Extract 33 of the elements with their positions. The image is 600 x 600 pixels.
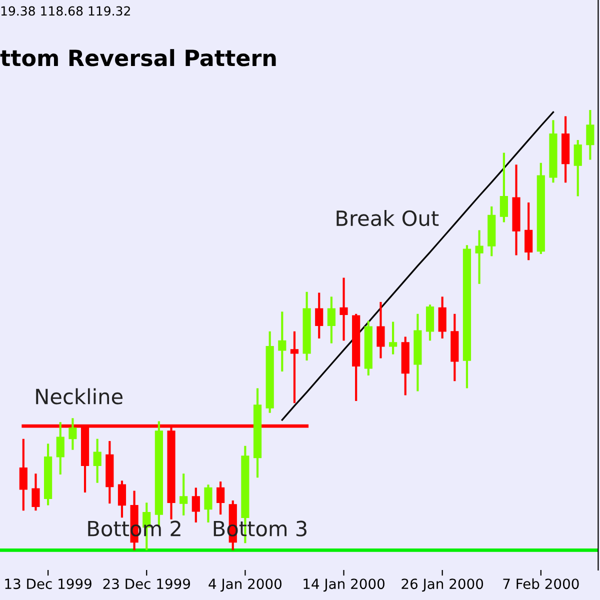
x-tick-label: 13 Dec 1999	[5, 578, 92, 590]
candlestick	[524, 201, 533, 262]
candlestick	[500, 152, 508, 224]
annotation: Break Out	[336, 210, 439, 226]
candlestick	[475, 229, 484, 285]
x-tick-label: 23 Dec 1999	[103, 578, 190, 590]
candlestick	[93, 438, 102, 484]
x-tick-label: 26 Jan 2000	[402, 578, 484, 592]
candlestick	[438, 296, 446, 340]
candlestick	[68, 417, 77, 451]
candlestick	[340, 276, 348, 342]
candlestick	[204, 484, 212, 524]
candlestick	[180, 472, 188, 516]
text: 19.38 118.68 119.32	[1, 6, 130, 16]
candlestick	[586, 108, 594, 161]
x-tick-label: 14 Jan 2000	[304, 578, 384, 592]
x-tick-label: 4 Jan 2000	[208, 578, 282, 592]
candlestick	[389, 320, 398, 356]
candlestick	[56, 421, 64, 476]
candlestick	[192, 486, 200, 524]
candlestick	[376, 300, 385, 360]
candlestick	[574, 138, 582, 198]
candlestick	[216, 480, 225, 516]
chart-title: ttom Reversal Pattern	[0, 49, 276, 66]
candlestick	[19, 438, 28, 512]
candlestick	[327, 296, 336, 344]
candlestick	[278, 310, 286, 373]
candlestick	[315, 292, 324, 340]
candlestick	[32, 472, 40, 512]
candlestick	[118, 480, 126, 519]
annotation: Neckline	[36, 388, 123, 404]
candlestick	[290, 330, 299, 404]
x-tick-label: 7 Feb 2000	[503, 578, 579, 590]
